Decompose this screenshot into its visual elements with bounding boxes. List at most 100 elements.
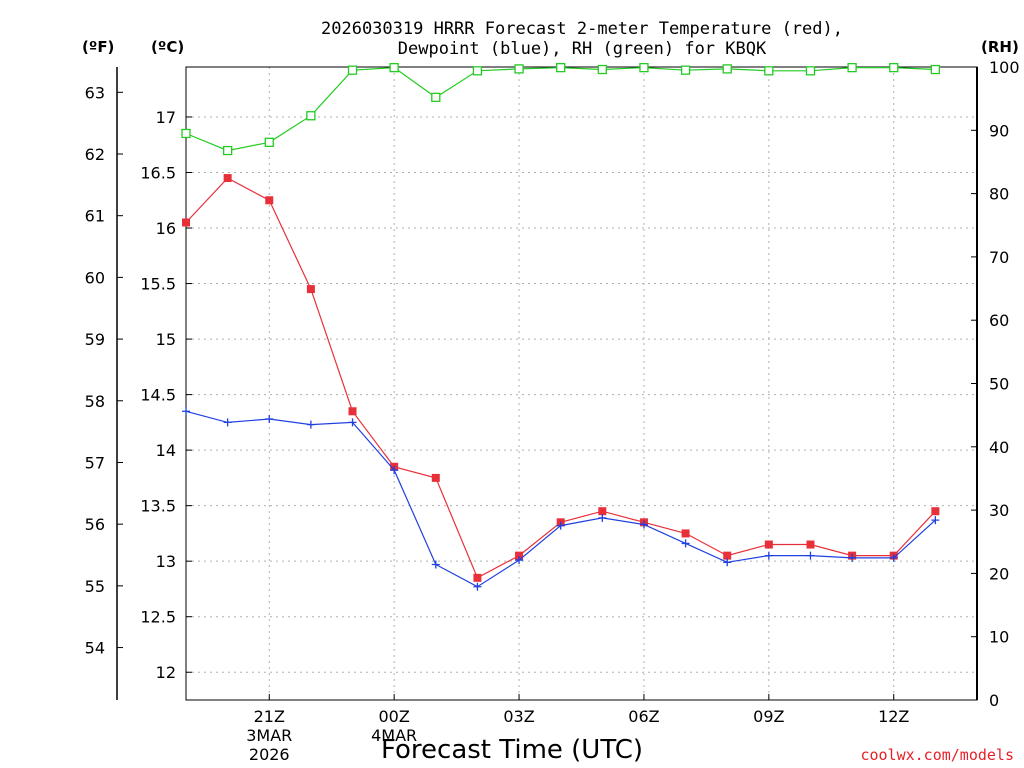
x-tick-label: 09Z [753, 707, 784, 726]
rh-tick-label: 50 [989, 375, 1009, 394]
rh-point [805, 66, 816, 76]
rh-point [889, 62, 899, 73]
fahrenheit-unit-label: (ºF) [82, 38, 114, 56]
temperature-point [931, 507, 940, 516]
fahrenheit-tick-label: 54 [85, 639, 105, 658]
rh-tick-label: 80 [989, 185, 1009, 204]
dewpoint-point [681, 539, 690, 548]
rh-tick-label: 60 [989, 311, 1009, 330]
fahrenheit-tick-label: 61 [85, 207, 105, 226]
chart-title: 2026030319 HRRR Forecast 2-meter Tempera… [321, 19, 843, 39]
dewpoint-point [265, 415, 274, 424]
dewpoint-point [723, 558, 732, 567]
dewpoint-point [848, 553, 857, 562]
fahrenheit-tick-label: 63 [85, 83, 105, 102]
temperature-point [182, 218, 190, 227]
rh-point [264, 137, 274, 147]
plot-frame [185, 66, 978, 701]
temperature-point [306, 285, 315, 294]
rh-tick-label: 10 [989, 628, 1009, 647]
temperature-point [265, 196, 274, 205]
fahrenheit-tick-label: 59 [85, 330, 105, 349]
celsius-tick-label: 15 [156, 330, 176, 349]
fahrenheit-tick-label: 55 [85, 577, 105, 596]
rh-point [514, 64, 524, 74]
x-axis-label: Forecast Time (UTC) [381, 735, 643, 765]
rh-line [185, 66, 936, 152]
x-tick-label: 03Z [503, 707, 534, 726]
rh-point [930, 64, 941, 75]
temperature-point [723, 551, 732, 560]
rh-point [472, 66, 483, 76]
celsius-tick-label: 14 [156, 441, 176, 460]
rh-point [847, 62, 857, 73]
celsius-tick-label: 12.5 [140, 608, 176, 627]
temperature-line [185, 177, 936, 579]
dewpoint-point [306, 420, 315, 429]
rh-point [389, 62, 399, 73]
dewpoint-point [889, 553, 898, 562]
rh-tick-label: 20 [989, 564, 1009, 583]
celsius-tick-label: 13.5 [140, 497, 176, 516]
x-tick-label: 21Z [254, 707, 285, 726]
x-tick-date: 3MAR [246, 726, 292, 745]
chart-title-line2: Dewpoint (blue), RH (green) for KBQK [398, 39, 767, 59]
rh-tick-label: 40 [989, 438, 1009, 457]
fahrenheit-tick-label: 57 [85, 453, 105, 472]
celsius-unit-label: (ºC) [151, 38, 184, 56]
dewpoint-point [223, 418, 232, 427]
dewpoint-point [431, 560, 440, 569]
temperature-point [806, 540, 815, 549]
rh-point [306, 111, 316, 121]
celsius-tick-label: 16.5 [140, 164, 176, 183]
source-credit: coolwx.com/models [860, 746, 1014, 764]
celsius-tick-label: 15.5 [140, 275, 176, 294]
rh-point [680, 65, 691, 75]
rh-point [722, 64, 732, 74]
celsius-tick-label: 17 [156, 108, 176, 127]
x-tick-label: 00Z [378, 707, 409, 726]
rh-tick-label: 0 [989, 691, 999, 710]
x-tick-date: 4MAR [371, 726, 417, 745]
rh-tick-label: 90 [989, 121, 1009, 140]
rh-point [222, 145, 233, 156]
temperature-point [515, 551, 524, 560]
rh-point [639, 62, 649, 73]
fahrenheit-tick-label: 62 [85, 145, 105, 164]
dewpoint-point [390, 466, 399, 475]
dewpoint-point [473, 582, 482, 591]
dewpoint-point [556, 521, 565, 530]
x-tick-label: 12Z [878, 707, 909, 726]
dewpoint-point [806, 551, 815, 560]
temperature-point [223, 174, 232, 183]
temperature-point [431, 473, 440, 482]
temperature-point [348, 407, 357, 416]
fahrenheit-tick-label: 60 [85, 268, 105, 287]
dewpoint-point [348, 418, 357, 427]
x-tick-label: 06Z [628, 707, 659, 726]
dewpoint-point [598, 513, 607, 522]
temperature-point [598, 507, 607, 516]
fahrenheit-tick-label: 56 [85, 515, 105, 534]
rh-point [181, 128, 191, 139]
rh-point [556, 62, 566, 73]
rh-point [431, 92, 441, 103]
celsius-tick-label: 12 [156, 663, 176, 682]
celsius-tick-label: 16 [156, 219, 176, 238]
dewpoint-point [764, 551, 773, 560]
rh-tick-label: 30 [989, 501, 1009, 520]
rh-unit-label: (RH) [981, 38, 1019, 56]
dewpoint-point [182, 407, 190, 416]
rh-point [764, 66, 774, 76]
dewpoint-line [185, 410, 936, 588]
tick-labels: 12 12.5 13 13.5 14 14.5 15 15.5 16 16.5 17 54 55 56 57… [85, 58, 1020, 764]
rh-tick-label: 70 [989, 248, 1009, 267]
series [181, 62, 941, 591]
fahrenheit-tick-label: 58 [85, 392, 105, 411]
rh-point [597, 64, 607, 75]
x-tick-year: 2026 [249, 745, 290, 764]
rh-point [347, 65, 358, 75]
temperature-point [681, 529, 690, 538]
gridlines [186, 67, 977, 700]
